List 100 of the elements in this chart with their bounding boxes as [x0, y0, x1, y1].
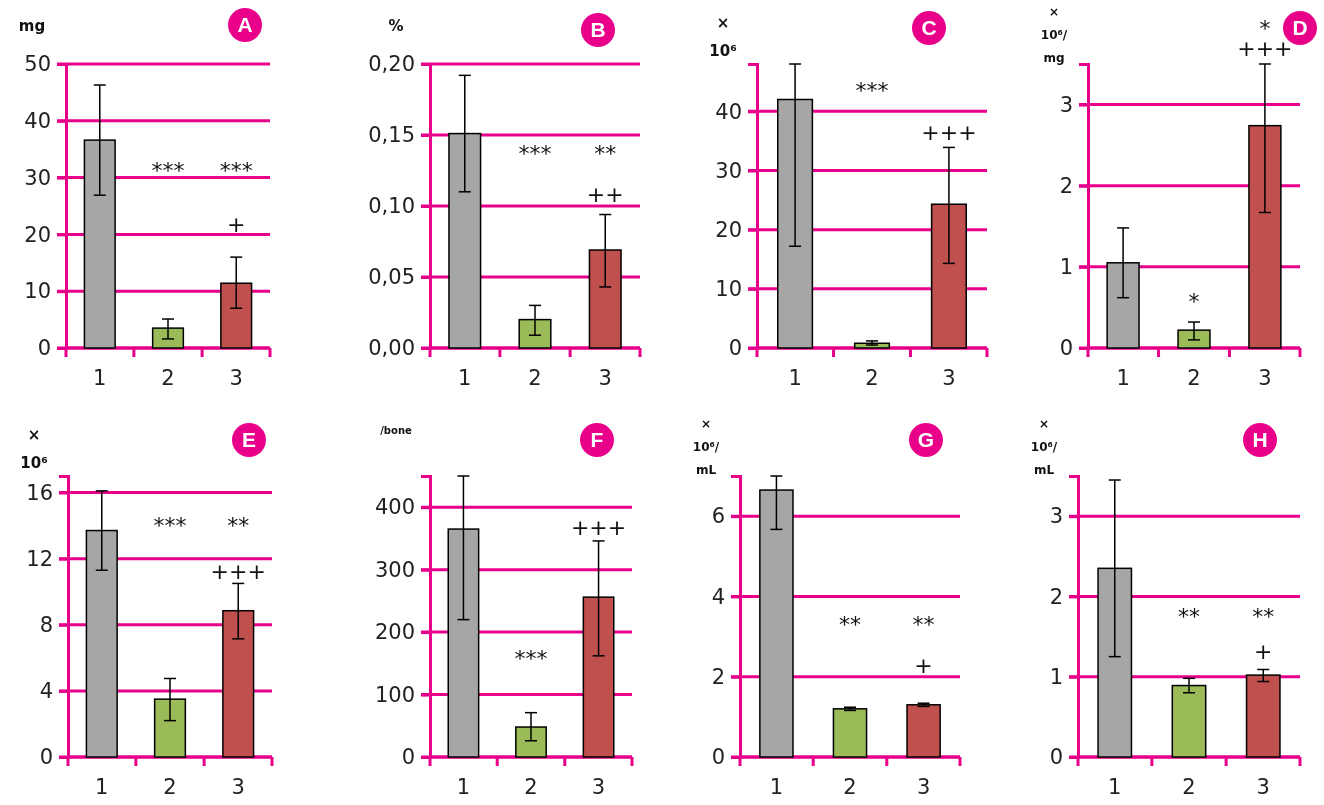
- annotation: ++: [586, 182, 624, 208]
- y-tick-label: 50: [24, 52, 51, 77]
- y-tick-label: 0: [39, 745, 53, 770]
- chart-title: E: [241, 427, 257, 451]
- y-tick-label: 10: [715, 277, 742, 302]
- bar: [906, 704, 941, 758]
- y-axis-title: × 10⁶/ mL: [692, 417, 720, 477]
- x-tick-label: 1: [788, 365, 802, 390]
- y-tick-label: 1: [1059, 255, 1073, 280]
- x-tick-label: 3: [591, 774, 606, 799]
- y-tick-label: 3: [1059, 92, 1073, 117]
- annotation: ***: [514, 646, 548, 672]
- chart-title: F: [590, 427, 604, 451]
- x-tick-label: 1: [456, 774, 471, 799]
- annotation: +++: [210, 558, 266, 584]
- y-tick-label: 0: [711, 745, 725, 770]
- annotation: **: [912, 612, 935, 638]
- x-tick-label: 2: [1187, 365, 1201, 390]
- y-axis-title: × 10⁶/ mg: [1040, 5, 1068, 65]
- annotation: +++: [921, 119, 977, 145]
- y-tick-label: 20: [715, 217, 742, 242]
- x-tick-label: 2: [843, 774, 857, 799]
- annotation: ***: [153, 512, 187, 538]
- annotation: ***: [855, 78, 889, 104]
- y-tick-label: 40: [715, 99, 742, 124]
- y-tick-label: 0,10: [368, 194, 415, 219]
- y-axis-title: × 10⁶: [709, 14, 737, 60]
- y-axis-title: × 10⁶/ mL: [1030, 417, 1058, 477]
- y-axis-title: %: [388, 17, 404, 35]
- x-tick-label: 3: [916, 774, 931, 799]
- annotation: +: [227, 211, 246, 237]
- x-tick-label: 3: [598, 365, 612, 390]
- x-tick-label: 3: [942, 365, 956, 390]
- y-tick-label: 0,00: [368, 336, 415, 361]
- bar: [832, 708, 868, 758]
- annotation: **: [1178, 603, 1200, 629]
- y-tick-label: 300: [374, 557, 415, 582]
- y-tick-label: 0,20: [368, 52, 415, 77]
- annotation: +: [914, 653, 933, 679]
- annotation: ***: [151, 157, 185, 183]
- y-tick-label: 0: [1049, 745, 1063, 770]
- y-axis-title: /bone: [380, 425, 412, 436]
- chart-title: H: [1252, 427, 1268, 451]
- y-tick-label: 12: [26, 546, 53, 571]
- y-tick-label: 30: [715, 158, 742, 183]
- annotation: **: [839, 612, 861, 638]
- x-tick-label: 1: [458, 365, 472, 390]
- y-tick-label: 4: [711, 584, 725, 609]
- y-axis-title: × 10⁶: [20, 426, 48, 472]
- y-tick-label: 100: [374, 682, 415, 707]
- annotation: **: [594, 140, 617, 166]
- x-tick-label: 3: [231, 774, 245, 799]
- y-axis-title: mg: [18, 17, 46, 35]
- x-tick-label: 2: [163, 774, 177, 799]
- y-tick-label: 0: [1059, 336, 1073, 361]
- x-tick-label: 1: [769, 774, 784, 799]
- chart-title: C: [921, 15, 937, 39]
- x-tick-label: 2: [865, 365, 879, 390]
- x-tick-label: 1: [1108, 774, 1122, 799]
- x-tick-label: 1: [1116, 365, 1130, 390]
- y-tick-label: 0,05: [368, 265, 415, 290]
- x-tick-label: 1: [93, 365, 107, 390]
- y-tick-label: 8: [39, 612, 53, 637]
- annotation: ***: [219, 157, 253, 183]
- y-tick-label: 200: [374, 620, 415, 645]
- chart-title: G: [917, 427, 935, 451]
- y-tick-label: 400: [374, 495, 415, 520]
- y-tick-label: 1: [1049, 664, 1063, 689]
- y-tick-label: 3: [1049, 504, 1063, 529]
- x-tick-label: 2: [1182, 774, 1196, 799]
- chart-title: A: [237, 12, 253, 36]
- y-tick-label: 2: [1059, 173, 1073, 198]
- annotation: +: [1254, 639, 1273, 665]
- y-tick-label: 0: [401, 745, 415, 770]
- annotation: ***: [518, 140, 552, 166]
- y-tick-label: 2: [711, 664, 725, 689]
- x-tick-label: 1: [95, 774, 109, 799]
- y-tick-label: 10: [24, 279, 51, 304]
- x-tick-label: 2: [528, 365, 542, 390]
- y-tick-label: 40: [24, 109, 51, 134]
- annotation: **: [227, 512, 250, 538]
- y-tick-label: 30: [24, 165, 51, 190]
- y-tick-label: 0,15: [368, 123, 415, 148]
- x-tick-label: 3: [1258, 365, 1272, 390]
- y-tick-label: 2: [1049, 584, 1063, 609]
- x-tick-label: 3: [229, 365, 243, 390]
- y-tick-label: 6: [711, 504, 725, 529]
- chart-title: D: [1292, 15, 1308, 39]
- y-tick-label: 16: [26, 480, 53, 505]
- bar: [1245, 674, 1281, 758]
- annotation: +++: [570, 515, 627, 541]
- chart-title: B: [590, 17, 606, 41]
- x-tick-label: 2: [161, 365, 175, 390]
- y-tick-label: 0: [37, 336, 51, 361]
- x-tick-label: 3: [1256, 774, 1270, 799]
- y-tick-label: 4: [39, 679, 53, 704]
- annotation: *: [1188, 288, 1200, 314]
- y-tick-label: 20: [24, 222, 51, 247]
- x-tick-label: 2: [524, 774, 538, 799]
- annotation: **: [1252, 603, 1275, 629]
